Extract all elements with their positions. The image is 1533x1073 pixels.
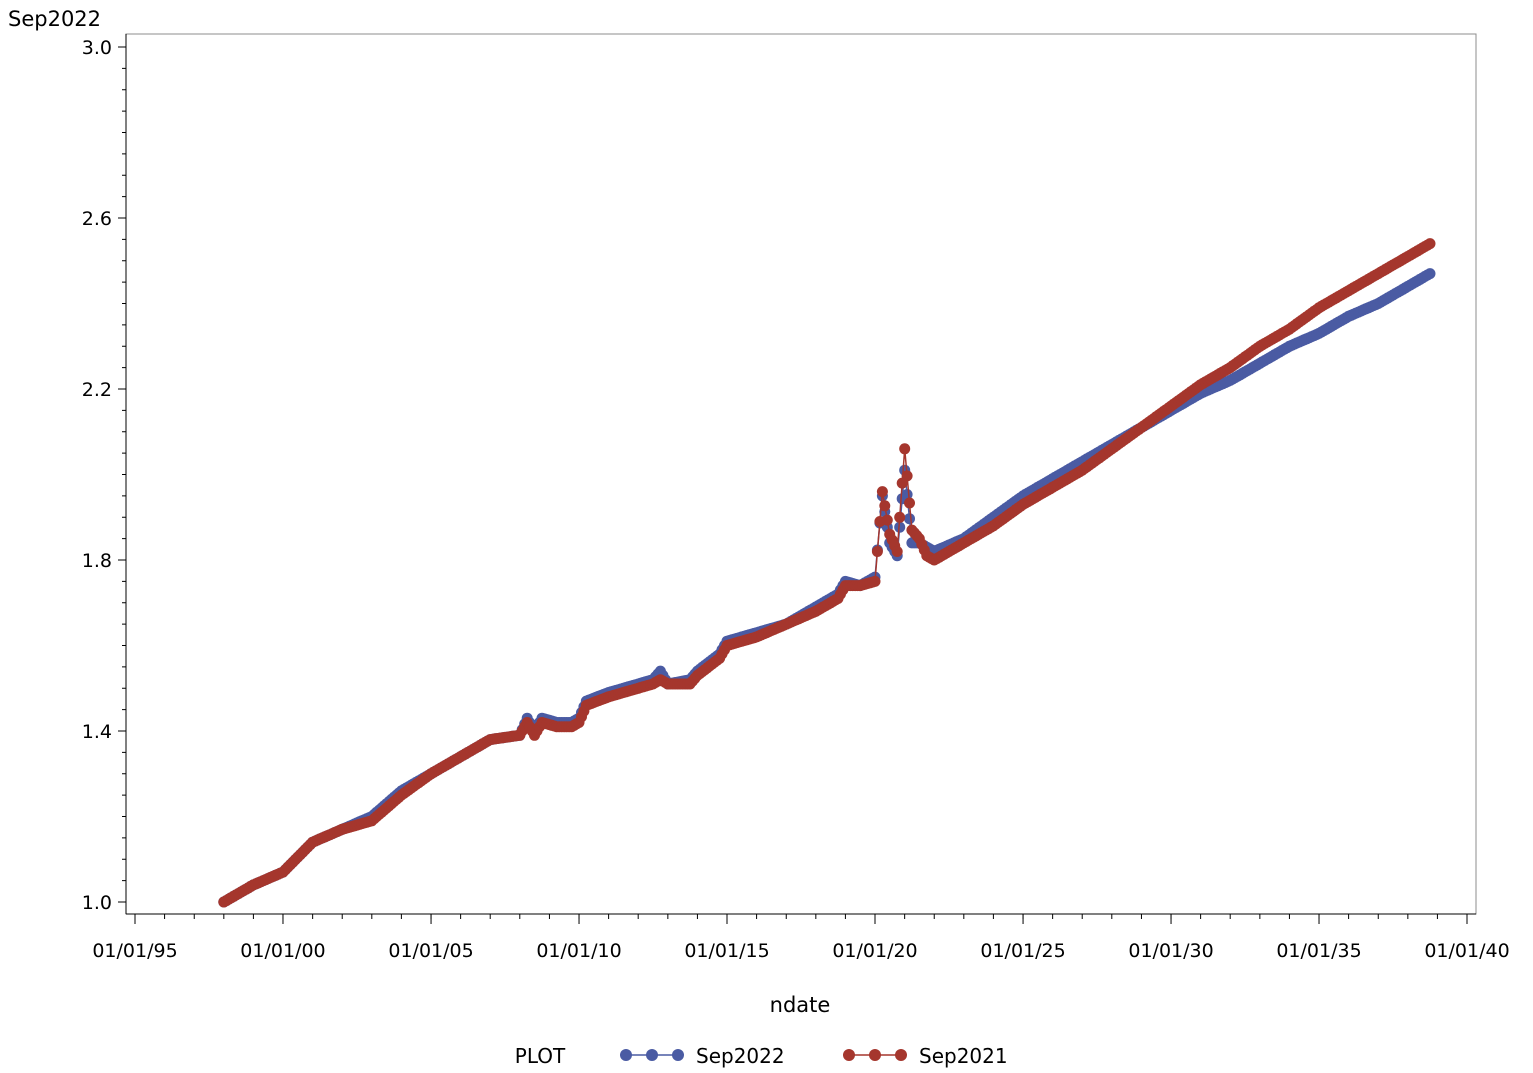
y-tick-label: 2.6 [82, 208, 112, 230]
x-tick-label: 01/01/20 [832, 940, 917, 962]
plot-frame [125, 33, 1477, 915]
legend-items: Sep2022 Sep2021 [620, 1044, 1008, 1068]
legend-title: PLOT [515, 1044, 566, 1068]
data-point [876, 486, 888, 498]
y-tick-label: 1.4 [82, 721, 112, 743]
series-sep2021 [218, 238, 1436, 908]
y-tick-label: 2.2 [82, 379, 112, 401]
legend-marker [620, 1049, 632, 1061]
y-axis-title: Sep2022 [8, 7, 101, 31]
data-point [894, 511, 906, 523]
series-layer [218, 238, 1436, 908]
x-tick-label: 01/01/05 [388, 940, 473, 962]
data-point [879, 500, 891, 512]
data-point [871, 546, 883, 557]
data-point [901, 489, 913, 500]
y-axis-ticks: 1.0 1.4 1.8 2.2 2.6 3.0 [82, 37, 126, 914]
series-sep2022 [218, 268, 1436, 908]
x-tick-label: 01/01/10 [536, 940, 621, 962]
legend-item: Sep2022 [620, 1044, 785, 1068]
x-tick-label: 01/01/40 [1424, 940, 1509, 962]
data-point [891, 546, 903, 557]
legend-marker [895, 1049, 907, 1061]
data-point [869, 575, 881, 587]
data-point [881, 514, 893, 526]
x-tick-label: 01/01/35 [1276, 940, 1361, 962]
series-line [223, 242, 1431, 903]
data-point [904, 497, 915, 509]
data-point [1424, 238, 1436, 250]
y-tick-label: 1.8 [82, 550, 112, 572]
x-tick-label: 01/01/30 [1128, 940, 1213, 962]
x-axis-ticks: 01/01/95 01/01/00 01/01/05 01/01/10 01/01/15… [92, 914, 1510, 962]
legend-marker [646, 1049, 658, 1061]
x-tick-label: 01/01/25 [980, 940, 1065, 962]
legend-item: Sep2021 [843, 1044, 1008, 1068]
x-axis-title: ndate [770, 993, 831, 1017]
legend-label: Sep2022 [696, 1044, 785, 1068]
legend-marker [869, 1049, 881, 1061]
data-point [901, 470, 913, 482]
y-tick-label: 3.0 [82, 37, 112, 59]
data-point [1424, 268, 1436, 280]
data-point [899, 443, 911, 455]
x-tick-label: 01/01/95 [92, 940, 177, 962]
legend-marker [672, 1049, 684, 1061]
legend-label: Sep2021 [919, 1044, 1008, 1068]
legend-marker [843, 1049, 855, 1061]
x-tick-label: 01/01/00 [240, 940, 325, 962]
x-tick-label: 01/01/15 [684, 940, 769, 962]
data-point [904, 513, 915, 525]
legend: PLOT Sep2022 Sep2021 [515, 1044, 1008, 1068]
y-tick-label: 1.0 [82, 892, 112, 914]
